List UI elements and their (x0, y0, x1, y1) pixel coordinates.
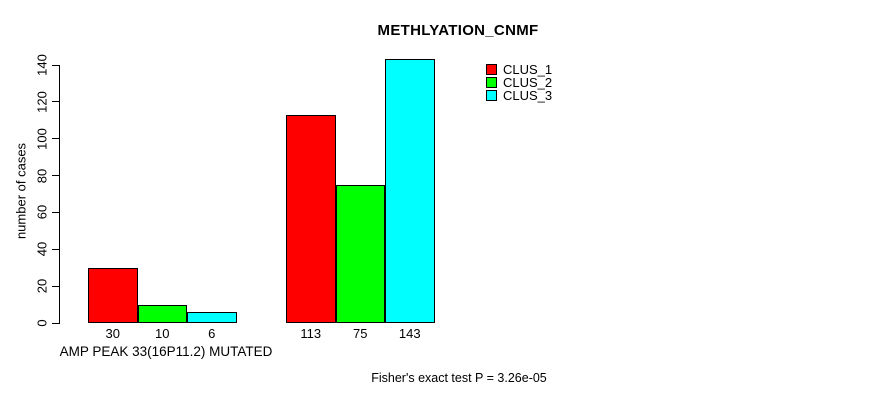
y-tick-label: 120 (34, 90, 50, 113)
y-tick-label: 140 (34, 54, 50, 76)
y-tick-label: 20 (34, 278, 50, 294)
legend-label: CLUS_1 (503, 62, 553, 77)
y-tick-label: 40 (34, 242, 50, 257)
legend-swatch-icon (486, 64, 497, 75)
y-axis-line (59, 65, 60, 324)
bar-clus_2-group-2 (335, 185, 385, 323)
y-tick-mark (52, 211, 59, 213)
bar-value-label: 75 (353, 326, 368, 341)
legend-swatch-icon (486, 90, 497, 101)
y-tick-mark (52, 175, 59, 177)
bar-clus_1-group-2 (286, 115, 336, 323)
y-tick-label: 80 (34, 168, 50, 183)
legend: CLUS_1 CLUS_2 CLUS_3 (486, 63, 552, 102)
legend-item-clus_1: CLUS_1 (486, 63, 552, 76)
bar-value-label: 113 (300, 326, 322, 341)
legend-item-clus_2: CLUS_2 (486, 76, 552, 89)
legend-label: CLUS_3 (503, 88, 553, 103)
y-tick-label: 100 (34, 127, 50, 150)
y-tick-mark (52, 322, 59, 324)
x-axis-label: AMP PEAK 33(16P11.2) MUTATED (59, 344, 273, 359)
chart-title: METHLYATION_CNMF (377, 22, 539, 39)
y-tick-mark (52, 285, 59, 287)
y-tick-mark (52, 138, 59, 140)
bar-value-label: 143 (398, 326, 421, 341)
y-axis-label: number of cases (13, 142, 29, 240)
y-tick-mark (52, 101, 59, 103)
bar-clus_3-group-1 (187, 312, 237, 323)
bar-clus_1-group-1 (88, 268, 138, 323)
bar-clus_3-group-2 (385, 59, 435, 323)
y-tick-label: 60 (34, 205, 50, 220)
legend-item-clus_3: CLUS_3 (486, 89, 552, 102)
y-tick-label: 0 (34, 319, 50, 327)
y-tick-mark (52, 248, 59, 250)
legend-label: CLUS_2 (503, 75, 553, 90)
bar-value-label: 6 (208, 326, 216, 341)
legend-swatch-icon (486, 77, 497, 88)
fisher-test-annotation: Fisher's exact test P = 3.26e-05 (371, 371, 547, 385)
bar-clus_2-group-1 (137, 305, 187, 323)
y-tick-mark (52, 64, 59, 66)
bar-value-label: 30 (105, 326, 120, 341)
bar-value-label: 10 (155, 326, 170, 341)
